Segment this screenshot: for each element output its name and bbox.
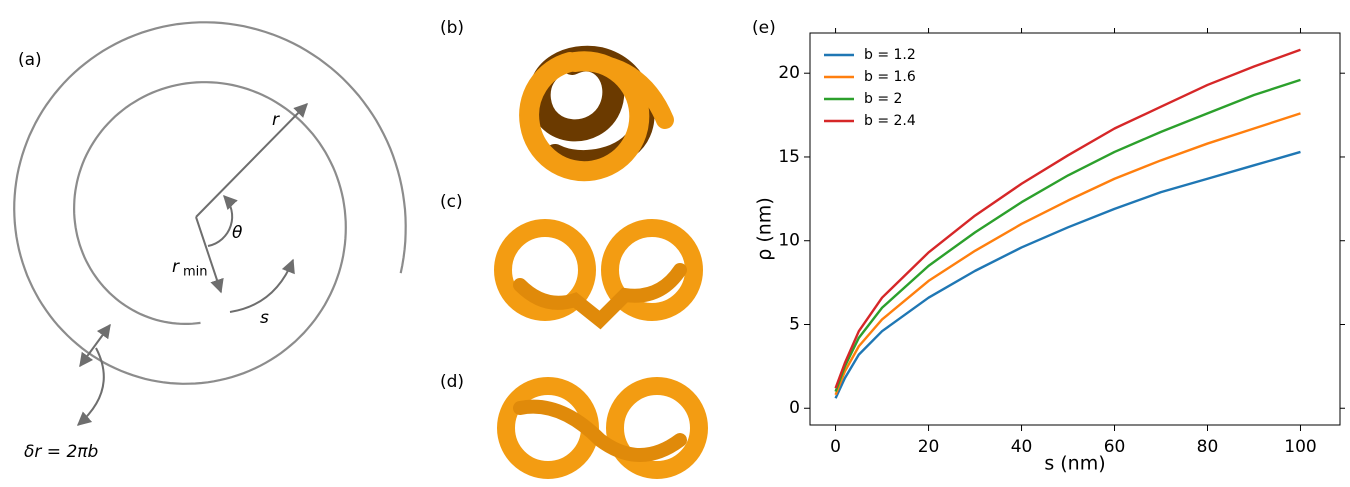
y-tick-label: 5 <box>789 314 800 334</box>
x-tick-label: 20 <box>918 437 940 457</box>
s-arrow <box>229 258 295 313</box>
x-tick-label: 40 <box>1011 437 1033 457</box>
legend-label: b = 2 <box>864 91 902 107</box>
plot-frame <box>809 32 1341 426</box>
series-line <box>834 150 1301 399</box>
chart: 0 20 40 60 80 100 0 5 10 15 20 s (nm) ρ (nm) b = 1.2 b… <box>754 28 1345 475</box>
series-line <box>834 48 1301 389</box>
rmin-arrow <box>195 216 224 294</box>
ribbon-b <box>566 52 674 129</box>
series-line <box>834 78 1301 392</box>
x-tick-label: 0 <box>830 437 841 457</box>
panel-label: (a) <box>18 50 42 70</box>
y-tick-label: 0 <box>789 398 800 418</box>
chart-title: (e) <box>752 18 776 38</box>
ribbon-c <box>513 263 687 330</box>
y-tick-label: 15 <box>778 147 800 167</box>
rmin-label: r <box>172 257 180 277</box>
y-tick-label: 10 <box>778 231 800 251</box>
panel-label: (d) <box>440 372 464 392</box>
y-axis-label: ρ (nm) <box>754 197 776 260</box>
x-axis-label: s (nm) <box>1044 453 1105 475</box>
theta-label: θ <box>232 223 243 243</box>
x-tick-label: 80 <box>1197 437 1219 457</box>
x-tick-label: 60 <box>1104 437 1126 457</box>
spiral <box>13 21 407 385</box>
dr-pointer <box>76 347 105 426</box>
ribbons <box>494 45 708 479</box>
legend-label: b = 1.2 <box>864 47 916 63</box>
series-line <box>834 112 1301 396</box>
r-label: r <box>272 110 280 130</box>
theta-arc <box>207 194 238 247</box>
ribbon-c <box>601 219 703 321</box>
r-arrow <box>195 103 308 218</box>
s-label: s <box>260 308 269 328</box>
arrows <box>76 103 308 426</box>
legend-label: b = 1.6 <box>864 69 916 85</box>
y-tick-label: 20 <box>778 63 800 83</box>
dr-arrow <box>79 323 111 368</box>
rmin-sub: min <box>183 265 208 280</box>
dr-label: δr = 2πb <box>24 442 98 462</box>
x-tick-label: 100 <box>1284 437 1316 457</box>
legend-label: b = 2.4 <box>864 113 916 129</box>
ribbon-c <box>494 219 596 321</box>
panel-label: (c) <box>440 192 463 212</box>
panel-label: (b) <box>440 18 464 38</box>
ribbon-d <box>513 399 687 462</box>
ribbon-d <box>606 377 708 479</box>
